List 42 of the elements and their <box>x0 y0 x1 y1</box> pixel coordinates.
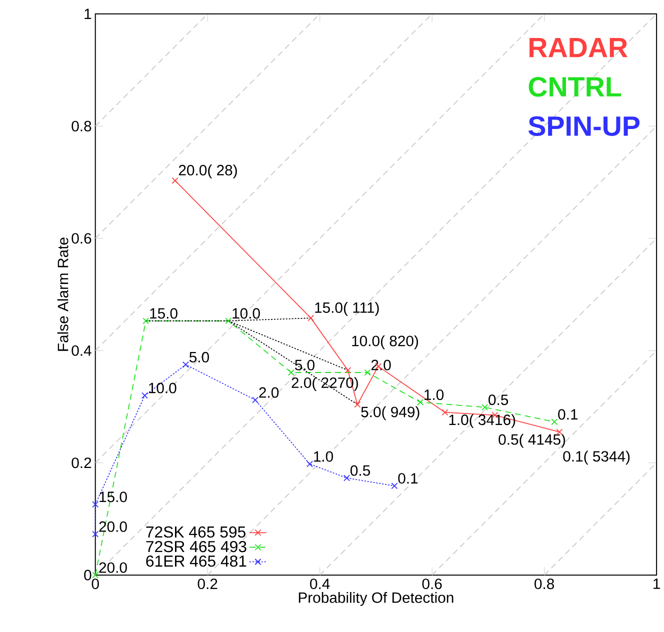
annotation: 0.1( 5344) <box>563 450 630 465</box>
x-tick-label: 0.4 <box>310 578 330 590</box>
annotation: 5.0 <box>294 360 314 370</box>
annotation: 0.5( 4145) <box>498 434 566 448</box>
annotation: 0.1 <box>558 409 578 420</box>
annotation: 0.1 <box>398 473 418 484</box>
annotation: 10.0 <box>232 308 260 319</box>
annotation: CNTRL <box>528 77 622 97</box>
y-tick-label: 0.4 <box>72 345 92 356</box>
annotation: RADAR <box>530 38 628 58</box>
y-tick-label: 0 <box>84 570 92 580</box>
annotation: 2.0 <box>259 387 279 398</box>
y-axis-title: False Alarm Rate <box>57 238 68 351</box>
y-tick-label: 0.8 <box>72 120 92 132</box>
legend-label: 72SR 465 493 <box>146 541 246 552</box>
annotation: 15.0 <box>100 492 127 502</box>
annotation: 20.0 <box>99 522 127 532</box>
annotation: 0.5 <box>350 465 370 476</box>
legend-label: 61ER 465 481 <box>146 556 246 567</box>
annotation: 15.0( 111) <box>315 302 379 316</box>
annotation: 10.0 <box>149 382 176 394</box>
annotation: 20.0 <box>99 562 127 574</box>
y-tick-label: 1 <box>84 8 92 20</box>
annotation: 5.0( 949) <box>361 406 420 420</box>
x-tick-label: 0.6 <box>422 578 442 590</box>
annotation: 1.0( 3416) <box>449 414 516 428</box>
x-axis-title: Probability Of Detection <box>298 592 454 606</box>
y-tick-label: 0.2 <box>72 458 92 468</box>
x-tick-label: 0.8 <box>534 578 554 590</box>
annotation: SPIN-UP <box>528 116 640 136</box>
annotation: 10.0( 820) <box>352 335 418 350</box>
y-tick-label: 0.6 <box>72 233 92 244</box>
x-tick-label: 1 <box>654 578 660 589</box>
legend-label: 72SK 465 595 <box>146 526 246 538</box>
x-tick-label: 0.2 <box>198 578 218 590</box>
annotation: 20.0( 28) <box>178 164 237 179</box>
annotation: 1.0 <box>424 390 444 400</box>
annotation: 1.0 <box>314 451 334 462</box>
annotation: 0.5 <box>488 394 508 406</box>
annotation: 15.0 <box>150 308 178 319</box>
annotation: 5.0 <box>189 352 209 363</box>
x-tick-label: 0 <box>92 578 99 590</box>
